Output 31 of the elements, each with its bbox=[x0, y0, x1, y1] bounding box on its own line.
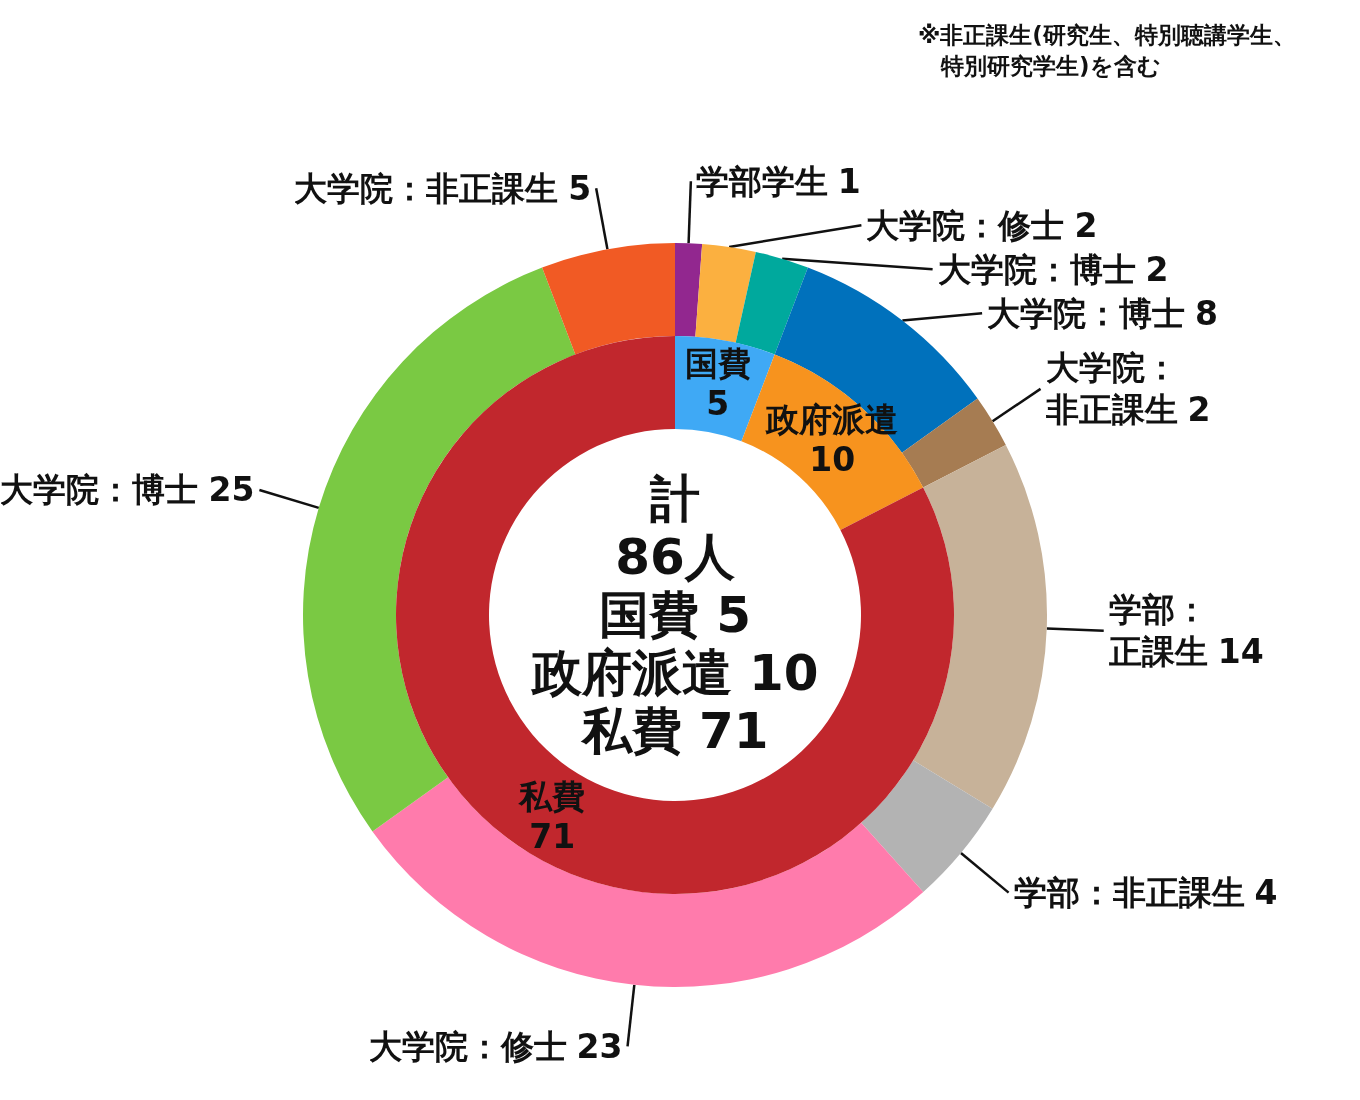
data-label: 2 bbox=[1074, 205, 1098, 245]
slice-label: 大学院：博士 bbox=[987, 293, 1186, 333]
text: 私費 71 bbox=[580, 702, 770, 760]
data-label: 10 bbox=[809, 440, 856, 480]
slice-label: 大学院：修士 bbox=[368, 1026, 567, 1066]
data-label: 2 bbox=[1187, 390, 1211, 430]
data-label: 25 bbox=[208, 470, 255, 510]
data-label: 8 bbox=[1195, 293, 1219, 333]
slice-label: 大学院：非正課生 bbox=[294, 168, 559, 208]
text: 政府派遣 10 bbox=[530, 644, 820, 702]
slice-label: 大学院：非正課生 bbox=[1044, 348, 1178, 430]
text: 国費 5 bbox=[597, 586, 753, 644]
data-label: 1 bbox=[837, 161, 861, 201]
data-label: 23 bbox=[576, 1026, 623, 1066]
data-label: 71 bbox=[529, 816, 576, 856]
slice-label: 大学院：博士 bbox=[0, 470, 199, 510]
slice-label: 学部：正課生 bbox=[1107, 590, 1208, 672]
text: 計 bbox=[650, 470, 700, 528]
slice-label: 大学院：修士 bbox=[866, 205, 1065, 245]
text: 86人 bbox=[614, 528, 736, 586]
data-label: 4 bbox=[1254, 873, 1278, 913]
slice-label: 国費 bbox=[684, 343, 751, 383]
text: ※非正課生(研究生、特別聴講学生、特別研究学生)を含む bbox=[918, 21, 1297, 82]
data-label: 2 bbox=[1145, 249, 1169, 289]
data-label: 14 bbox=[1217, 632, 1264, 672]
slice-label: 学部学生 bbox=[695, 161, 828, 201]
data-label: 5 bbox=[706, 383, 730, 423]
slice-label: 学部：非正課生 bbox=[1013, 873, 1245, 913]
data-label: 5 bbox=[568, 168, 592, 208]
slice-label: 私費 bbox=[518, 776, 586, 816]
slice-label: 大学院：博士 bbox=[937, 249, 1136, 289]
